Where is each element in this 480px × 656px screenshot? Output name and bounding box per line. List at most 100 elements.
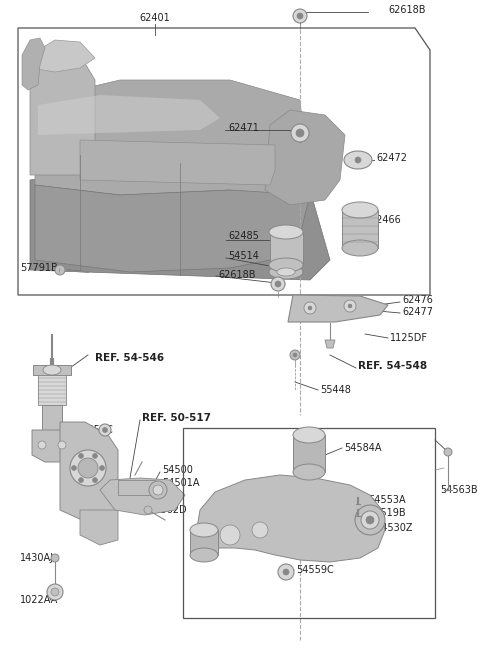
Text: REF. 54-546: REF. 54-546 xyxy=(95,353,164,363)
Ellipse shape xyxy=(190,523,218,537)
Text: 54530Z: 54530Z xyxy=(375,523,412,533)
Polygon shape xyxy=(118,480,155,495)
Polygon shape xyxy=(325,340,335,348)
Text: 62618B: 62618B xyxy=(218,270,255,280)
Circle shape xyxy=(93,453,97,459)
Polygon shape xyxy=(60,422,118,520)
Polygon shape xyxy=(35,185,310,272)
Text: 1125DF: 1125DF xyxy=(390,333,428,343)
Text: REF. 50-517: REF. 50-517 xyxy=(142,413,211,423)
Polygon shape xyxy=(35,80,310,210)
Polygon shape xyxy=(270,232,303,265)
Text: 1022AA: 1022AA xyxy=(20,595,58,605)
Circle shape xyxy=(308,306,312,310)
Polygon shape xyxy=(190,530,218,555)
Text: 62477: 62477 xyxy=(402,307,433,317)
Circle shape xyxy=(278,564,294,580)
Circle shape xyxy=(51,588,59,596)
Circle shape xyxy=(252,522,268,538)
Text: 54551D: 54551D xyxy=(234,532,273,542)
Text: 62466: 62466 xyxy=(370,215,401,225)
Ellipse shape xyxy=(342,240,378,256)
Circle shape xyxy=(296,129,304,137)
Circle shape xyxy=(291,124,309,142)
Circle shape xyxy=(444,448,452,456)
Circle shape xyxy=(283,569,289,575)
Text: 62472: 62472 xyxy=(376,153,407,163)
Circle shape xyxy=(355,157,361,163)
Polygon shape xyxy=(38,375,66,405)
Text: 55448: 55448 xyxy=(320,385,351,395)
Circle shape xyxy=(72,466,76,470)
Polygon shape xyxy=(42,405,62,430)
Circle shape xyxy=(47,584,63,600)
Circle shape xyxy=(290,350,300,360)
Polygon shape xyxy=(195,475,385,562)
Polygon shape xyxy=(342,210,378,248)
Text: 57791B: 57791B xyxy=(20,263,58,273)
Polygon shape xyxy=(30,165,330,280)
Circle shape xyxy=(79,453,84,459)
Ellipse shape xyxy=(293,464,325,480)
Text: 62618B: 62618B xyxy=(388,5,425,15)
Polygon shape xyxy=(288,295,388,322)
Circle shape xyxy=(366,516,374,524)
Text: 54559C: 54559C xyxy=(75,425,113,435)
Polygon shape xyxy=(80,510,118,545)
Text: 54563B: 54563B xyxy=(440,485,478,495)
Text: 1430AJ: 1430AJ xyxy=(20,553,54,563)
Polygon shape xyxy=(265,110,345,205)
Circle shape xyxy=(361,511,379,529)
Circle shape xyxy=(153,485,163,495)
Circle shape xyxy=(344,300,356,312)
Ellipse shape xyxy=(43,365,61,375)
Ellipse shape xyxy=(344,151,372,169)
Polygon shape xyxy=(32,430,72,462)
Circle shape xyxy=(70,450,106,486)
Text: 62401: 62401 xyxy=(140,13,170,23)
Circle shape xyxy=(144,506,152,514)
Text: 62476: 62476 xyxy=(402,295,433,305)
Ellipse shape xyxy=(293,427,325,443)
Circle shape xyxy=(220,525,240,545)
Circle shape xyxy=(297,13,303,19)
Ellipse shape xyxy=(269,258,303,272)
Circle shape xyxy=(51,554,59,562)
Text: 54584A: 54584A xyxy=(344,443,382,453)
Text: 54514: 54514 xyxy=(228,251,259,261)
Polygon shape xyxy=(100,478,185,515)
Text: 62485: 62485 xyxy=(228,231,259,241)
Circle shape xyxy=(99,466,105,470)
Polygon shape xyxy=(38,95,220,135)
Circle shape xyxy=(78,458,98,478)
Circle shape xyxy=(271,277,285,291)
Circle shape xyxy=(293,9,307,23)
Ellipse shape xyxy=(342,202,378,218)
Text: 54553A: 54553A xyxy=(368,495,406,505)
Circle shape xyxy=(58,441,66,449)
Circle shape xyxy=(103,428,108,432)
Polygon shape xyxy=(30,55,95,175)
Polygon shape xyxy=(80,140,275,185)
Ellipse shape xyxy=(269,225,303,239)
Circle shape xyxy=(55,265,65,275)
Polygon shape xyxy=(293,435,325,472)
Circle shape xyxy=(275,281,281,287)
Circle shape xyxy=(355,505,385,535)
Ellipse shape xyxy=(277,268,295,276)
Ellipse shape xyxy=(269,265,303,279)
Text: 62471: 62471 xyxy=(228,123,259,133)
Polygon shape xyxy=(22,38,45,90)
Text: 54519B: 54519B xyxy=(368,508,406,518)
Text: 54500: 54500 xyxy=(162,465,193,475)
Text: 54562D: 54562D xyxy=(148,505,187,515)
Ellipse shape xyxy=(190,548,218,562)
Text: REF. 54-548: REF. 54-548 xyxy=(358,361,427,371)
Circle shape xyxy=(348,304,352,308)
Text: 54559C: 54559C xyxy=(296,565,334,575)
Polygon shape xyxy=(33,365,71,375)
Polygon shape xyxy=(30,40,95,72)
Circle shape xyxy=(38,441,46,449)
Circle shape xyxy=(149,481,167,499)
Circle shape xyxy=(79,478,84,483)
